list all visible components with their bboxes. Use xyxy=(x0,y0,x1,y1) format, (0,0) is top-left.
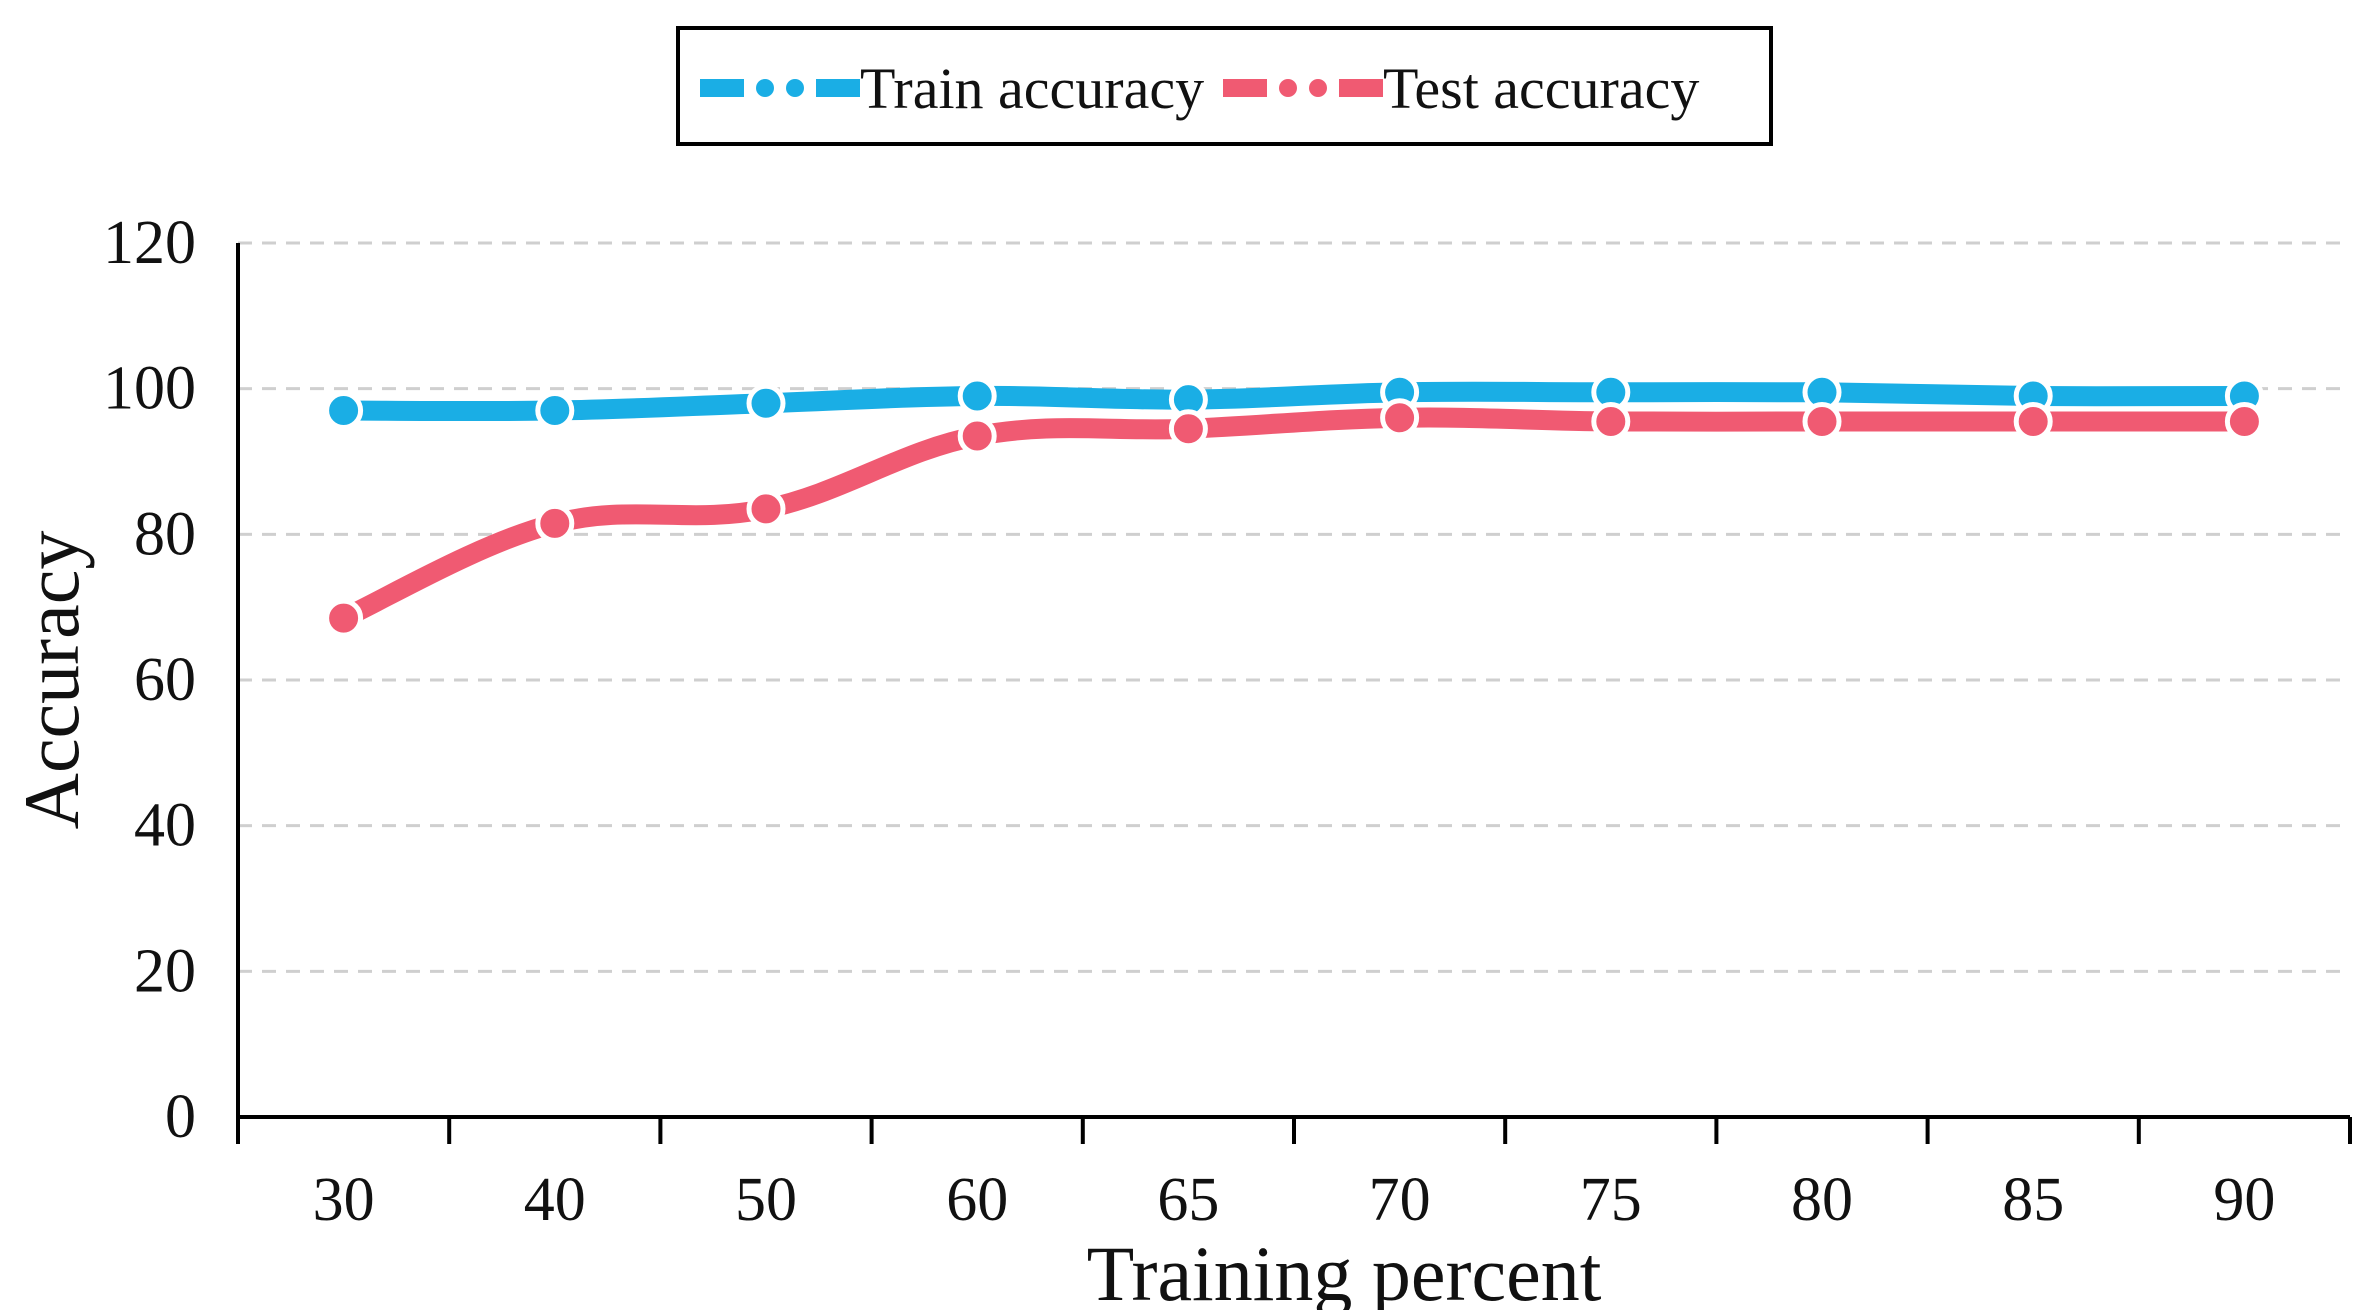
data-point xyxy=(957,376,997,416)
x-tick-label: 70 xyxy=(1369,1166,1431,1234)
x-tick-label: 85 xyxy=(2002,1166,2064,1234)
y-tick-label: 60 xyxy=(134,646,196,714)
data-point xyxy=(1168,409,1208,449)
legend-swatch-dot xyxy=(756,79,774,97)
data-point xyxy=(2224,401,2264,441)
data-point xyxy=(324,598,364,638)
y-tick-label: 120 xyxy=(103,209,196,277)
data-point xyxy=(746,489,786,529)
x-tick-label: 90 xyxy=(2213,1166,2275,1234)
x-tick-label: 30 xyxy=(313,1166,375,1234)
x-tick-labels: 30 40 50 60 65 70 75 80 85 90 xyxy=(236,1117,2352,1234)
legend-item: Train accuracy xyxy=(700,56,1204,121)
legend: Train accuracy Test accuracy xyxy=(676,26,1773,146)
data-point xyxy=(957,416,997,456)
y-tick-label: 100 xyxy=(103,355,196,423)
data-point xyxy=(535,391,575,431)
series xyxy=(324,372,2264,638)
data-point xyxy=(1591,401,1631,441)
legend-item: Test accuracy xyxy=(1223,56,1699,121)
gridlines xyxy=(238,241,2350,973)
legend-swatch-dot xyxy=(786,79,804,97)
legend-swatch-dot xyxy=(1309,79,1327,97)
x-tick-label: 75 xyxy=(1580,1166,1642,1234)
data-point xyxy=(324,391,364,431)
x-tick-label: 50 xyxy=(735,1166,797,1234)
data-point xyxy=(746,383,786,423)
x-tick-label: 65 xyxy=(1157,1166,1219,1234)
data-point xyxy=(1802,401,1842,441)
x-tick-label: 40 xyxy=(524,1166,586,1234)
legend-label: Test accuracy xyxy=(1383,56,1699,121)
y-tick-label: 20 xyxy=(134,937,196,1005)
y-tick-label: 80 xyxy=(134,500,196,568)
x-tick-label: 60 xyxy=(946,1166,1008,1234)
y-tick-label: 40 xyxy=(134,792,196,860)
x-tick-label: 80 xyxy=(1791,1166,1853,1234)
y-tick-label: 0 xyxy=(165,1083,196,1151)
legend-swatch-dot xyxy=(1279,79,1297,97)
y-tick-labels: 0 20 40 60 80 100 120 xyxy=(103,209,196,1151)
legend-items: Train accuracy Test accuracy xyxy=(700,56,1699,121)
y-axis-title: Accuracy xyxy=(8,531,95,830)
series-line xyxy=(333,381,2255,422)
x-axis-title: Training percent xyxy=(1087,1230,1602,1310)
data-point xyxy=(2013,401,2053,441)
data-point xyxy=(535,503,575,543)
series-line xyxy=(333,407,2255,629)
series-1 xyxy=(324,398,2264,638)
data-point xyxy=(1380,398,1420,438)
legend-label: Train accuracy xyxy=(860,56,1204,121)
